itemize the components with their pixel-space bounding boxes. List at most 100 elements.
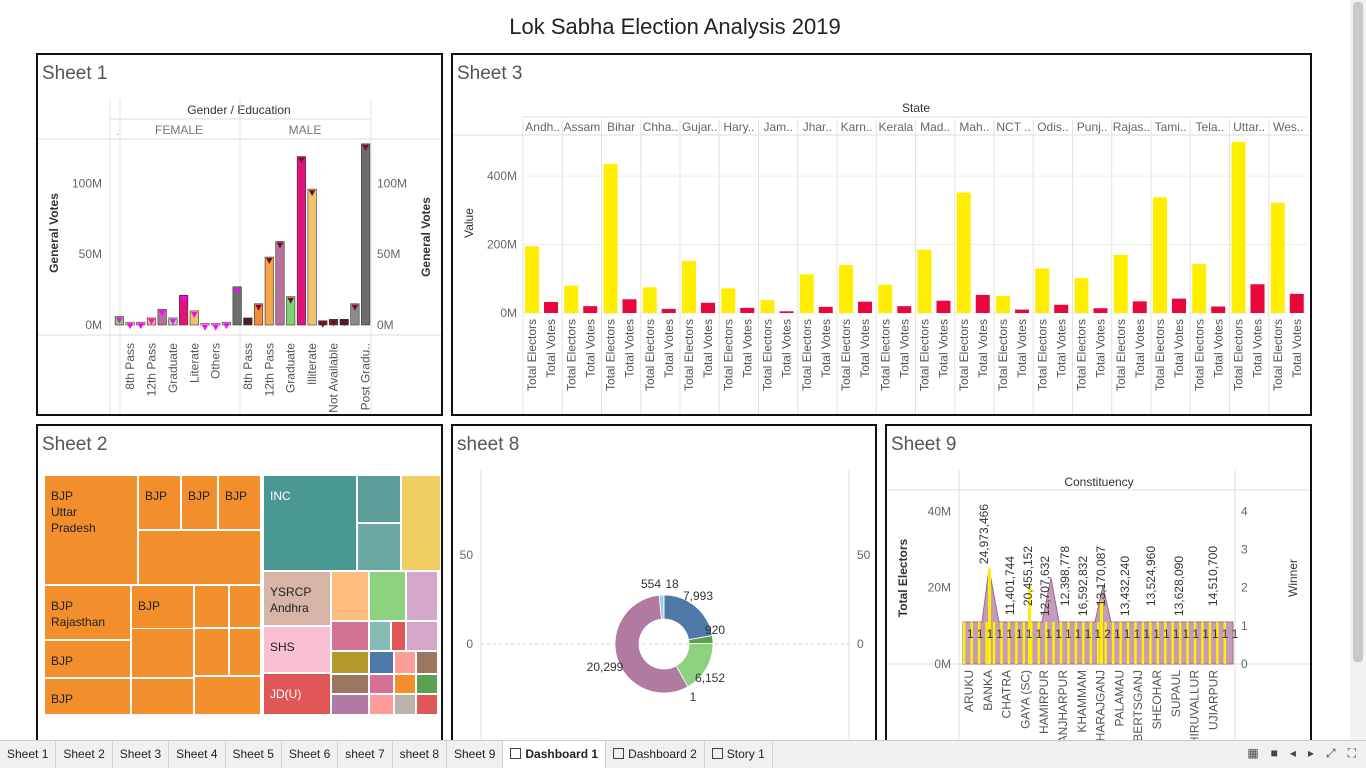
expand-icon[interactable]: ⛶: [1347, 746, 1356, 760]
treemap-cell[interactable]: [229, 585, 261, 628]
sheet2-panel[interactable]: Sheet 2 BJP Uttar Pradesh BJP BJP BJP BJP Ra…: [36, 424, 443, 754]
treemap-cell[interactable]: [331, 571, 369, 621]
treemap-cell[interactable]: [416, 651, 438, 674]
treemap-cell[interactable]: [369, 694, 394, 715]
treemap-cell[interactable]: [416, 674, 438, 694]
bar-marker: [255, 304, 262, 311]
winner-label: 1: [1163, 627, 1170, 641]
treemap-cell[interactable]: [331, 694, 369, 715]
treemap-cell[interactable]: [394, 694, 416, 715]
tab-sheet-5[interactable]: Sheet 5: [226, 741, 282, 768]
treemap-cell[interactable]: [357, 475, 401, 523]
sheet1-chart[interactable]: Gender / Education. FEMALE MALE 0M 0M 50M 50M 1…: [38, 55, 441, 414]
treemap-cell[interactable]: [131, 678, 194, 715]
bar: [1216, 622, 1219, 664]
tab-sheet-9[interactable]: Sheet 9: [447, 741, 504, 768]
treemap-cell[interactable]: [406, 571, 438, 621]
grid-view-icon[interactable]: ▦: [1247, 746, 1259, 760]
x-tick-label: Total Electors: [1153, 319, 1167, 391]
treemap-cell[interactable]: BJP: [44, 678, 131, 715]
tab-sheet-1[interactable]: Sheet 1: [0, 741, 57, 768]
treemap-cell[interactable]: [406, 621, 438, 651]
sheet8-chart[interactable]: 50 0 50 0 7,993 920 6,152 1 20,299 554 18: [453, 426, 875, 752]
sheet1-panel[interactable]: Sheet 1 Gender / Education. FEMALE MALE 0M 0…: [36, 53, 443, 416]
tab-story-1[interactable]: Story 1: [705, 741, 773, 768]
treemap-cell[interactable]: BJP: [44, 640, 131, 678]
treemap-cell[interactable]: BJP: [181, 475, 218, 530]
treemap-cell[interactable]: BJP: [218, 475, 261, 530]
treemap-cell[interactable]: [394, 651, 416, 674]
state-label: Assam: [564, 120, 601, 134]
vertical-scrollbar[interactable]: [1350, 0, 1366, 740]
tab-sheet-8[interactable]: sheet 8: [393, 741, 447, 768]
tab-label: sheet 8: [399, 747, 439, 761]
treemap-cell[interactable]: [401, 475, 441, 571]
x-tick-label: UJIARPUR: [1206, 670, 1220, 730]
bar-marker: [116, 317, 123, 324]
treemap-cell[interactable]: SHS: [263, 626, 331, 673]
treemap-cell[interactable]: [331, 621, 369, 651]
tab-sheet-3[interactable]: Sheet 3: [113, 741, 170, 768]
tab-dashboard-1[interactable]: Dashboard 1: [503, 741, 607, 768]
bar: [1289, 293, 1304, 313]
sheet3-chart[interactable]: State 0M 200M 400M Value Andh.. Total Electors…: [453, 55, 1310, 414]
prev-arrow-icon[interactable]: ◂: [1289, 746, 1296, 760]
treemap-cell[interactable]: BJP Rajasthan: [44, 585, 131, 640]
scrollbar-thumb[interactable]: [1353, 2, 1363, 662]
y-tick-label-right: 3: [1241, 542, 1248, 556]
tab-dashboard-2[interactable]: Dashboard 2: [606, 741, 705, 768]
treemap-cell[interactable]: [131, 628, 194, 678]
tab-sheet-4[interactable]: Sheet 4: [169, 741, 226, 768]
bar-marker: [319, 321, 327, 328]
sheet2-treemap[interactable]: BJP Uttar Pradesh BJP BJP BJP BJP Rajasthan B…: [44, 475, 441, 715]
tab-sheet-6[interactable]: Sheet 6: [282, 741, 339, 768]
treemap-cell[interactable]: [369, 621, 391, 651]
x-tick-label: Total Electors: [564, 319, 578, 391]
x-tick-label: Total Electors: [800, 319, 814, 391]
fit-screen-icon[interactable]: ⤢: [1325, 746, 1336, 760]
tab-label: sheet 7: [345, 747, 385, 761]
treemap-cell[interactable]: [391, 621, 406, 651]
x-tick-label: Total Electors: [761, 319, 775, 391]
treemap-cell[interactable]: [441, 475, 443, 571]
treemap-cell[interactable]: [394, 674, 416, 694]
treemap-cell[interactable]: [194, 628, 229, 676]
treemap-cell[interactable]: YSRCP Andhra: [263, 571, 331, 626]
treemap-cell[interactable]: [194, 585, 229, 628]
treemap-cell[interactable]: [416, 694, 438, 715]
bar: [1093, 308, 1108, 313]
sheet3-panel[interactable]: Sheet 3 State 0M 200M 400M Value Andh.. Total …: [451, 53, 1312, 416]
x-tick-label: ARUKU: [962, 670, 976, 712]
treemap-cell[interactable]: BJP: [138, 475, 181, 530]
x-tick-label: Not Available: [327, 343, 341, 413]
treemap-cell[interactable]: [357, 523, 401, 571]
treemap-cell[interactable]: [331, 674, 369, 694]
dashboard-icon: [510, 748, 522, 759]
treemap-cell[interactable]: [369, 651, 394, 674]
winner-label: 1: [1212, 627, 1219, 641]
tab-sheet-2[interactable]: Sheet 2: [56, 741, 113, 768]
treemap-cell[interactable]: [331, 651, 369, 674]
treemap-cell[interactable]: JD(U): [263, 673, 331, 715]
bar: [1149, 622, 1152, 664]
bar: [1044, 622, 1048, 664]
filmstrip-icon[interactable]: ■: [1270, 746, 1278, 760]
state-label: Chha..: [643, 120, 678, 134]
tab-label: Sheet 2: [63, 747, 105, 761]
winner-label: 1: [1153, 627, 1160, 641]
treemap-cell[interactable]: INC: [263, 475, 357, 571]
treemap-cell[interactable]: BJP Uttar Pradesh: [44, 475, 138, 585]
value-label: 13,524,960: [1144, 546, 1158, 606]
treemap-cell[interactable]: [369, 674, 394, 694]
next-arrow-icon[interactable]: ▸: [1307, 746, 1314, 760]
treemap-cell[interactable]: [369, 571, 406, 621]
sheet9-panel[interactable]: Sheet 9 Constituency 0M 20M 40M 0 1 2 3 4 Total E…: [885, 424, 1312, 754]
x-tick-label: Total Electors: [721, 319, 735, 391]
x-tick-label: Total Electors: [1035, 319, 1049, 391]
treemap-cell[interactable]: [229, 628, 261, 676]
treemap-cell[interactable]: [138, 530, 261, 585]
sheet8-panel[interactable]: sheet 8 50 0 50 0 7,993 920 6,152 1 20,299 554 18: [451, 424, 877, 754]
treemap-cell[interactable]: [194, 676, 261, 715]
tab-sheet-7[interactable]: sheet 7: [338, 741, 393, 768]
